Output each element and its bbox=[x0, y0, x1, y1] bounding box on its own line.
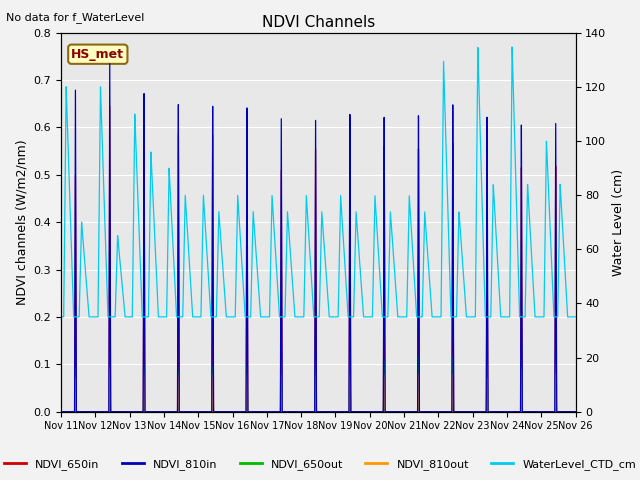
NDVI_650in bbox=[572, 409, 579, 415]
WaterLevel_CTD_cm bbox=[167, 205, 175, 211]
NDVI_810in bbox=[162, 409, 170, 415]
NDVI_650out bbox=[250, 409, 257, 415]
Legend: NDVI_650in, NDVI_810in, NDVI_650out, NDVI_810out, WaterLevel_CTD_cm: NDVI_650in, NDVI_810in, NDVI_650out, NDV… bbox=[0, 455, 640, 474]
NDVI_650in bbox=[162, 409, 170, 415]
NDVI_650out bbox=[449, 353, 456, 359]
NDVI_650out bbox=[570, 409, 578, 415]
NDVI_810in bbox=[389, 409, 397, 415]
WaterLevel_CTD_cm bbox=[572, 314, 579, 320]
NDVI_810in bbox=[106, 61, 113, 67]
WaterLevel_CTD_cm bbox=[389, 246, 397, 252]
NDVI_810out bbox=[57, 409, 65, 415]
WaterLevel_CTD_cm bbox=[570, 314, 578, 320]
NDVI_650out bbox=[57, 409, 65, 415]
NDVI_810out bbox=[570, 409, 578, 415]
NDVI_650in bbox=[250, 409, 257, 415]
NDVI_810in bbox=[572, 409, 579, 415]
WaterLevel_CTD_cm bbox=[462, 310, 470, 316]
Text: No data for f_WaterLevel: No data for f_WaterLevel bbox=[6, 12, 145, 23]
NDVI_810in bbox=[462, 409, 470, 415]
WaterLevel_CTD_cm bbox=[250, 216, 257, 221]
NDVI_650out bbox=[462, 409, 470, 415]
NDVI_650out bbox=[389, 409, 397, 415]
NDVI_810out bbox=[167, 409, 175, 415]
NDVI_650out bbox=[572, 409, 579, 415]
Text: HS_met: HS_met bbox=[71, 48, 124, 61]
NDVI_810in bbox=[57, 409, 65, 415]
NDVI_810out bbox=[462, 409, 470, 415]
Line: NDVI_650in: NDVI_650in bbox=[61, 106, 575, 412]
NDVI_650in bbox=[106, 103, 113, 109]
NDVI_650in bbox=[389, 409, 397, 415]
NDVI_810in bbox=[167, 409, 175, 415]
NDVI_810in bbox=[570, 409, 578, 415]
NDVI_650in bbox=[462, 409, 470, 415]
NDVI_650in bbox=[167, 409, 175, 415]
NDVI_810out bbox=[389, 409, 397, 415]
NDVI_650out bbox=[167, 409, 175, 415]
NDVI_650in bbox=[57, 409, 65, 415]
Title: NDVI Channels: NDVI Channels bbox=[262, 15, 375, 30]
NDVI_810out bbox=[106, 367, 113, 372]
NDVI_810out bbox=[162, 409, 170, 415]
NDVI_650in bbox=[570, 409, 578, 415]
Line: WaterLevel_CTD_cm: WaterLevel_CTD_cm bbox=[61, 47, 575, 317]
Line: NDVI_810in: NDVI_810in bbox=[61, 64, 575, 412]
Line: NDVI_810out: NDVI_810out bbox=[61, 370, 575, 412]
NDVI_810out bbox=[250, 409, 257, 415]
NDVI_650out bbox=[162, 409, 170, 415]
WaterLevel_CTD_cm bbox=[162, 314, 170, 320]
Y-axis label: NDVI channels (W/m2/nm): NDVI channels (W/m2/nm) bbox=[15, 139, 28, 305]
Y-axis label: Water Level (cm): Water Level (cm) bbox=[612, 168, 625, 276]
WaterLevel_CTD_cm bbox=[508, 44, 516, 50]
NDVI_810out bbox=[572, 409, 579, 415]
WaterLevel_CTD_cm bbox=[57, 314, 65, 320]
NDVI_810in bbox=[250, 409, 257, 415]
Line: NDVI_650out: NDVI_650out bbox=[61, 356, 575, 412]
